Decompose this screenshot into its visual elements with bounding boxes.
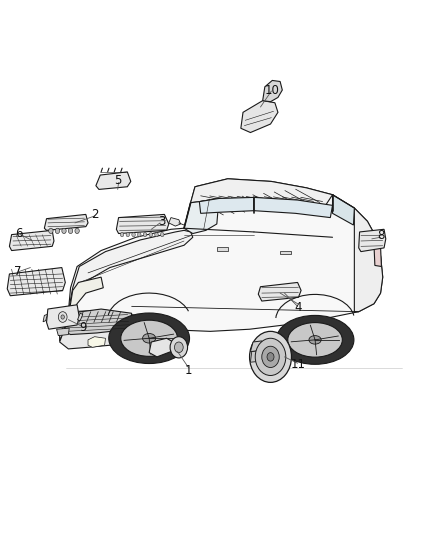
Ellipse shape: [309, 336, 321, 344]
Text: 7: 7: [14, 265, 21, 278]
Circle shape: [58, 312, 67, 322]
Polygon shape: [359, 229, 386, 252]
Polygon shape: [68, 230, 193, 312]
Text: 9: 9: [79, 321, 87, 334]
Polygon shape: [69, 277, 103, 312]
Circle shape: [160, 232, 164, 237]
Polygon shape: [258, 282, 301, 301]
Circle shape: [132, 232, 135, 237]
Circle shape: [75, 228, 79, 233]
Text: 5: 5: [114, 174, 121, 187]
Text: 6: 6: [15, 227, 23, 240]
Polygon shape: [280, 251, 291, 254]
Circle shape: [138, 232, 141, 237]
Circle shape: [267, 353, 274, 361]
Circle shape: [55, 228, 60, 233]
Polygon shape: [96, 172, 131, 189]
Polygon shape: [184, 198, 219, 233]
Text: 11: 11: [291, 358, 306, 372]
Polygon shape: [7, 268, 65, 296]
Circle shape: [126, 232, 130, 237]
Polygon shape: [241, 101, 278, 133]
Polygon shape: [169, 217, 180, 226]
Polygon shape: [64, 309, 132, 335]
Polygon shape: [10, 230, 54, 251]
Ellipse shape: [109, 313, 190, 364]
Polygon shape: [254, 197, 332, 217]
Polygon shape: [44, 214, 88, 230]
Polygon shape: [43, 314, 47, 322]
Polygon shape: [88, 337, 106, 348]
Text: 2: 2: [91, 208, 98, 221]
Polygon shape: [57, 328, 69, 336]
Polygon shape: [354, 208, 383, 312]
Polygon shape: [117, 214, 169, 233]
Polygon shape: [217, 247, 228, 251]
Circle shape: [61, 315, 64, 319]
Ellipse shape: [276, 316, 354, 365]
Text: 1: 1: [185, 364, 192, 377]
Polygon shape: [78, 313, 83, 321]
Polygon shape: [60, 310, 162, 349]
Polygon shape: [251, 341, 263, 352]
Polygon shape: [60, 179, 383, 341]
Polygon shape: [332, 195, 354, 225]
Text: 4: 4: [295, 302, 302, 314]
Circle shape: [120, 232, 124, 237]
Text: 8: 8: [378, 229, 385, 242]
Polygon shape: [374, 245, 381, 266]
Polygon shape: [263, 80, 283, 102]
Circle shape: [262, 346, 279, 368]
Text: 10: 10: [265, 84, 280, 96]
Text: 3: 3: [158, 215, 165, 228]
Ellipse shape: [143, 334, 155, 343]
Circle shape: [62, 228, 66, 233]
Circle shape: [155, 232, 158, 237]
Circle shape: [255, 338, 286, 375]
Polygon shape: [199, 197, 254, 213]
Polygon shape: [46, 305, 79, 329]
Circle shape: [49, 228, 53, 233]
Circle shape: [250, 332, 291, 382]
Ellipse shape: [121, 320, 177, 357]
Polygon shape: [149, 338, 173, 357]
Ellipse shape: [288, 322, 343, 357]
Polygon shape: [191, 179, 332, 208]
Circle shape: [149, 232, 152, 237]
Circle shape: [174, 342, 183, 353]
Circle shape: [170, 337, 187, 358]
Circle shape: [68, 228, 73, 233]
Polygon shape: [251, 351, 263, 362]
Circle shape: [143, 232, 147, 237]
